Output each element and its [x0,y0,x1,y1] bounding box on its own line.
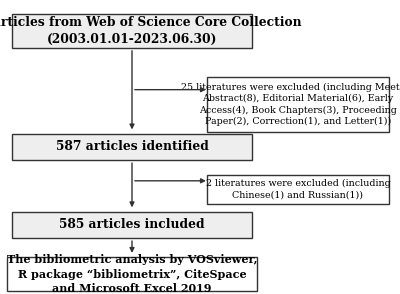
Text: The bibliometric analysis by VOSviewer,
R package “bibliometrix”, CiteSpace
and : The bibliometric analysis by VOSviewer, … [7,254,257,294]
FancyBboxPatch shape [12,14,252,48]
Text: 25 literatures were excluded (including Meeting
Abstract(8), Editorial Material(: 25 literatures were excluded (including … [181,82,400,126]
Text: 587 articles identified: 587 articles identified [56,141,208,153]
FancyBboxPatch shape [12,212,252,238]
FancyBboxPatch shape [207,77,389,132]
FancyBboxPatch shape [12,134,252,160]
FancyBboxPatch shape [7,257,257,291]
Text: 603 articles from Web of Science Core Collection
(2003.01.01-2023.06.30): 603 articles from Web of Science Core Co… [0,16,301,46]
Text: 2 literatures were excluded (including
Chinese(1) and Russian(1)): 2 literatures were excluded (including C… [206,179,390,200]
Text: 585 articles included: 585 articles included [59,218,205,231]
FancyBboxPatch shape [207,175,389,204]
